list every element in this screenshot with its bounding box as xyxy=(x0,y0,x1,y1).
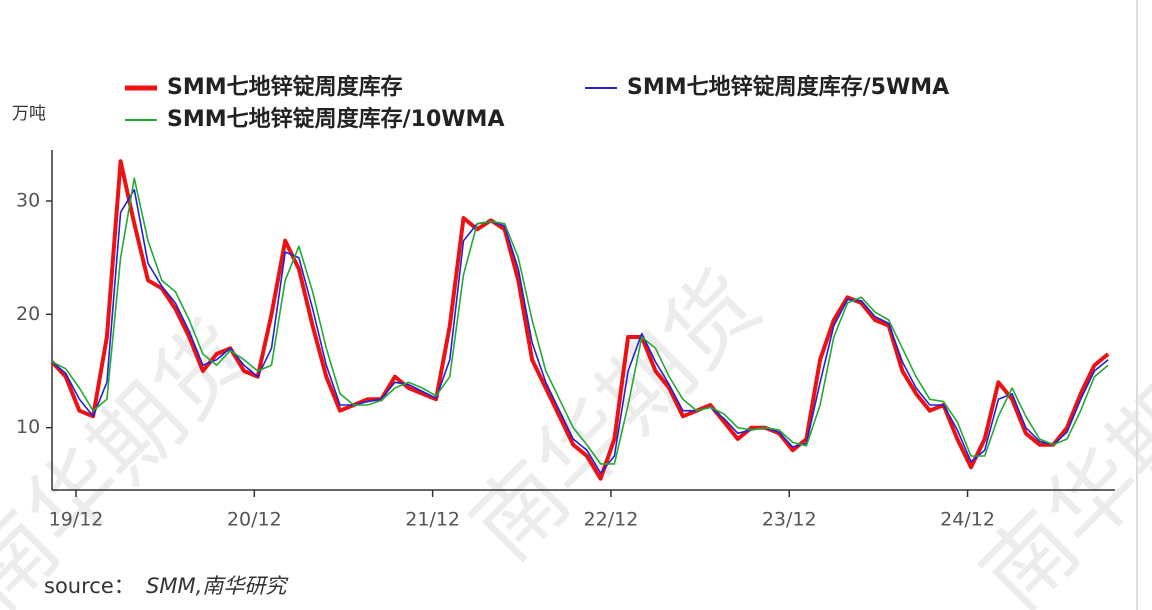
y-tick-label: 10 xyxy=(16,416,40,438)
legend-label: SMM七地锌锭周度库存 xyxy=(167,74,403,100)
x-tick-label: 19/12 xyxy=(49,509,104,531)
x-tick-label: 21/12 xyxy=(405,509,460,531)
series-line xyxy=(51,177,1109,465)
x-tick-label: 24/12 xyxy=(940,509,995,531)
watermark: 南华期货 xyxy=(962,302,1152,610)
x-tick-label: 22/12 xyxy=(584,509,639,531)
legend-label: SMM七地锌锭周度库存/10WMA xyxy=(167,106,504,132)
legend-label: SMM七地锌锭周度库存/5WMA xyxy=(627,74,949,100)
x-tick-label: 20/12 xyxy=(227,509,282,531)
source-label: source： xyxy=(44,574,135,598)
x-tick-label: 23/12 xyxy=(762,509,817,531)
y-tick-label: 30 xyxy=(16,190,40,212)
series-line xyxy=(51,188,1109,474)
source: SMM,南华研究 xyxy=(146,574,289,598)
y-tick-label: 20 xyxy=(16,303,40,325)
y-unit: 万吨 xyxy=(12,104,46,124)
